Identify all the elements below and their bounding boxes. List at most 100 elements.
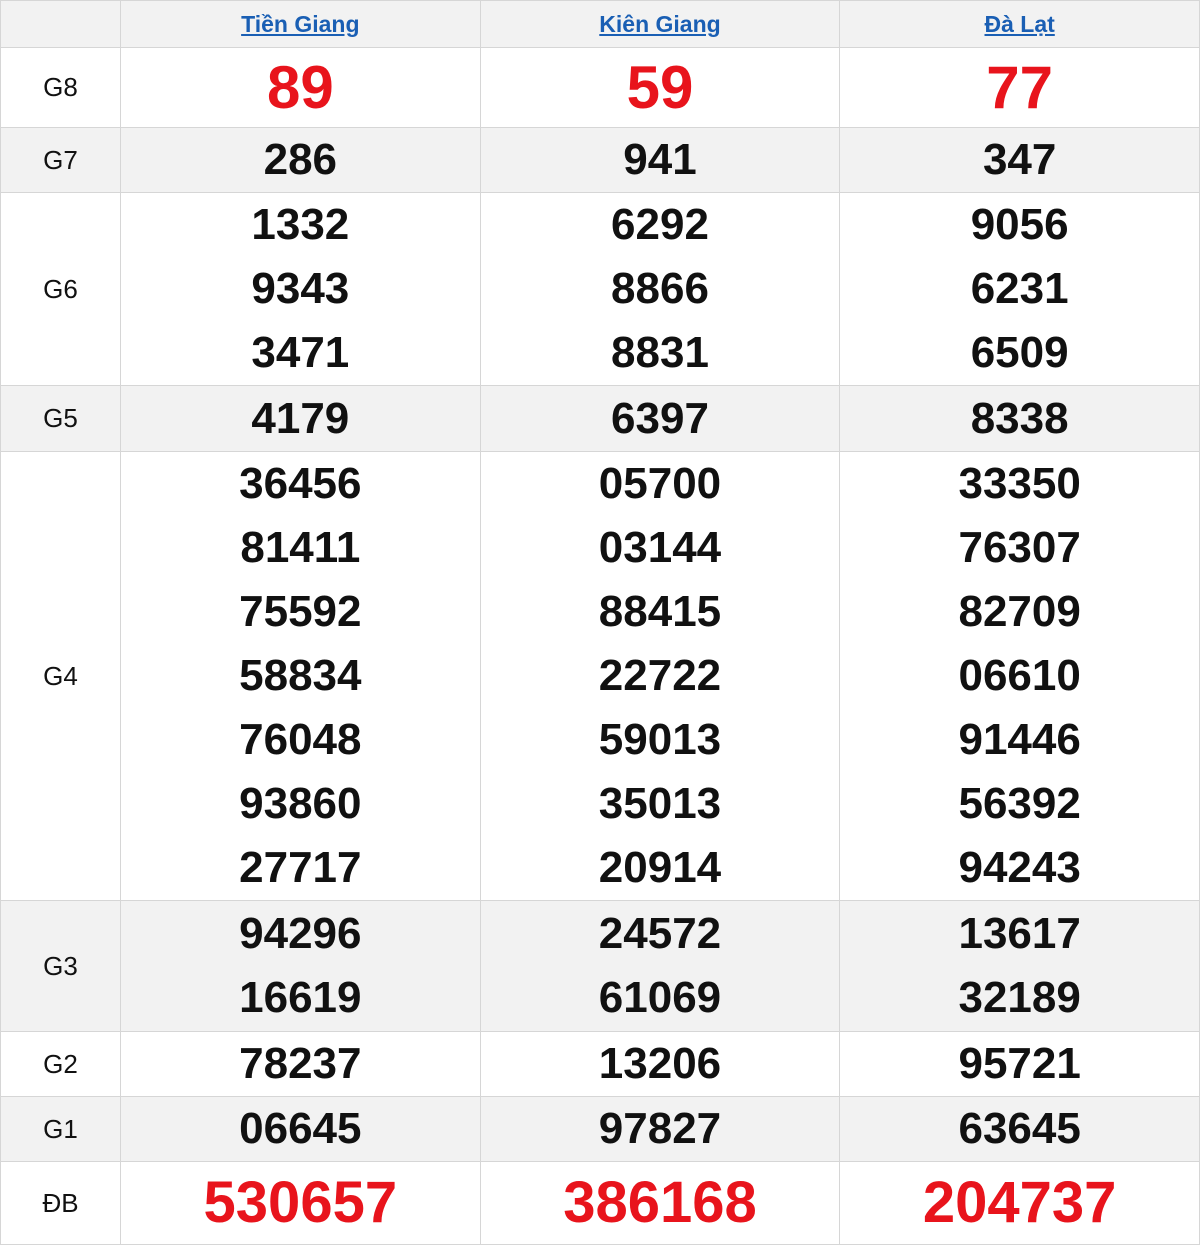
winning-number: 8338: [970, 393, 1069, 443]
winning-number: 27717: [239, 843, 362, 892]
corner-cell: [0, 0, 121, 48]
winning-number: 93860: [239, 779, 362, 828]
winning-number: 530657: [203, 1170, 398, 1235]
winning-number: 03144: [598, 523, 722, 572]
winning-number: 76307: [958, 523, 1081, 572]
winning-number: 347: [982, 135, 1057, 184]
prize-cell: 78237: [120, 1031, 481, 1097]
prize-label: G5: [0, 385, 121, 452]
winning-number: 286: [263, 135, 338, 184]
winning-number: 6292: [611, 200, 709, 249]
winning-number: 06645: [239, 1104, 362, 1153]
prize-label: ĐB: [0, 1161, 121, 1245]
prize-cell: 59: [479, 47, 841, 128]
prize-cell: 33350 76307 82709 06610 91446 56392 94243: [839, 451, 1200, 901]
prize-row-g7: G7 286 941 347: [0, 127, 1200, 193]
winning-number: 94243: [958, 843, 1081, 892]
winning-number: 59: [626, 54, 694, 121]
winning-number: 20914: [598, 843, 722, 892]
prize-cell: 95721: [839, 1031, 1200, 1097]
prize-label: G1: [0, 1096, 121, 1162]
prize-label: G3: [0, 900, 121, 1032]
winning-number: 3471: [251, 328, 350, 377]
prize-cell: 05700 03144 88415 22722 59013 35013 20914: [479, 451, 841, 901]
prize-cell: 8338: [839, 385, 1200, 452]
prize-row-g5: G5 4179 6397 8338: [0, 385, 1200, 452]
winning-number: 88415: [598, 587, 722, 636]
winning-number: 6231: [970, 264, 1069, 313]
winning-number: 05700: [598, 459, 722, 508]
winning-number: 9343: [251, 264, 350, 313]
winning-number: 16619: [239, 973, 362, 1022]
winning-number: 36456: [239, 459, 362, 508]
winning-number: 58834: [239, 651, 362, 700]
winning-number: 941: [623, 135, 697, 184]
winning-number: 9056: [970, 200, 1069, 249]
province-link-kien-giang[interactable]: Kiên Giang: [599, 10, 721, 37]
prize-row-g6: G6 1332 9343 3471 6292 8866 8831 9056 6231 6509: [0, 192, 1200, 386]
winning-number: 94296: [239, 909, 362, 958]
winning-number: 13617: [958, 909, 1081, 958]
winning-number: 22722: [598, 651, 722, 700]
prize-cell: 24572 61069: [479, 900, 841, 1032]
prize-cell: 6292 8866 8831: [479, 192, 841, 386]
prize-cell: 4179: [120, 385, 481, 452]
winning-number: 8866: [611, 264, 709, 313]
winning-number: 4179: [251, 393, 350, 443]
prize-cell: 06645: [120, 1096, 481, 1162]
header-row: Tiền Giang Kiên Giang Đà Lạt: [0, 0, 1200, 48]
province-link-tien-giang[interactable]: Tiền Giang: [241, 10, 360, 37]
winning-number: 24572: [598, 909, 722, 958]
winning-number: 77: [986, 54, 1054, 121]
winning-number: 386168: [563, 1170, 757, 1235]
winning-number: 95721: [958, 1039, 1081, 1088]
prize-row-g8: G8 89 59 77: [0, 47, 1200, 128]
winning-number: 1332: [251, 200, 350, 249]
winning-number: 75592: [239, 587, 362, 636]
prize-label: G7: [0, 127, 121, 193]
winning-number: 13206: [598, 1039, 722, 1088]
prize-cell: 941: [479, 127, 841, 193]
winning-number: 91446: [958, 715, 1081, 764]
prize-cell: 13617 32189: [839, 900, 1200, 1032]
prize-label: G4: [0, 451, 121, 901]
prize-cell: 204737: [839, 1161, 1200, 1245]
winning-number: 6509: [970, 328, 1069, 377]
winning-number: 89: [266, 54, 334, 121]
prize-cell: 36456 81411 75592 58834 76048 93860 27717: [120, 451, 481, 901]
prize-label: G6: [0, 192, 121, 386]
prize-row-g1: G1 06645 97827 63645: [0, 1096, 1200, 1162]
winning-number: 33350: [958, 459, 1081, 508]
prize-cell: 347: [839, 127, 1200, 193]
prize-cell: 94296 16619: [120, 900, 481, 1032]
winning-number: 78237: [239, 1039, 362, 1088]
winning-number: 6397: [611, 393, 709, 443]
winning-number: 06610: [958, 651, 1081, 700]
prize-cell: 6397: [479, 385, 841, 452]
prize-cell: 9056 6231 6509: [839, 192, 1200, 386]
winning-number: 82709: [958, 587, 1081, 636]
prize-cell: 77: [839, 47, 1200, 128]
winning-number: 56392: [958, 779, 1081, 828]
prize-cell: 13206: [479, 1031, 841, 1097]
province-link-da-lat[interactable]: Đà Lạt: [984, 10, 1055, 37]
prize-cell: 286: [120, 127, 481, 193]
winning-number: 81411: [240, 523, 361, 572]
winning-number: 35013: [598, 779, 722, 828]
prize-row-g3: G3 94296 16619 24572 61069 13617 32189: [0, 900, 1200, 1032]
prize-label: G2: [0, 1031, 121, 1097]
prize-cell: 97827: [479, 1096, 841, 1162]
prize-row-đb: ĐB 530657 386168 204737: [0, 1161, 1200, 1245]
prize-cell: 89: [120, 47, 481, 128]
winning-number: 76048: [239, 715, 362, 764]
winning-number: 97827: [598, 1104, 722, 1153]
prize-cell: 63645: [839, 1096, 1200, 1162]
prize-cell: 530657: [120, 1161, 481, 1245]
winning-number: 8831: [611, 328, 709, 377]
winning-number: 61069: [598, 973, 722, 1022]
winning-number: 63645: [958, 1104, 1081, 1153]
prize-label: G8: [0, 47, 121, 128]
winning-number: 32189: [958, 973, 1081, 1022]
prize-cell: 1332 9343 3471: [120, 192, 481, 386]
